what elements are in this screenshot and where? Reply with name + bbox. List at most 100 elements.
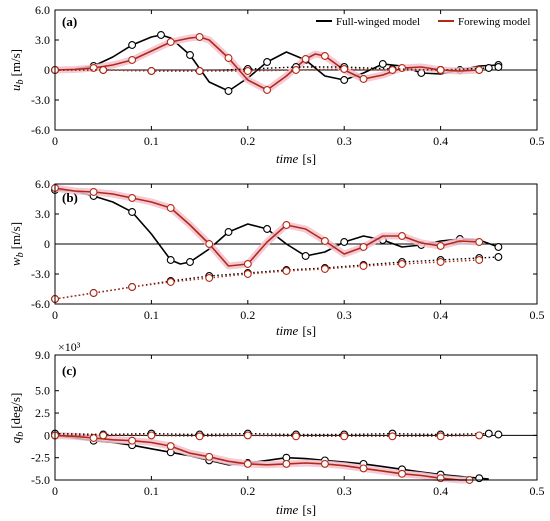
series-line-forewing-c <box>54 434 470 481</box>
data-point-full-winged-a <box>340 76 349 84</box>
data-point-reference-forewing-b <box>89 289 98 297</box>
series-line-reference-full-winged-b <box>54 256 499 300</box>
axes-frame-a <box>54 9 538 131</box>
y-tick-label-c: -2.5 <box>31 451 50 465</box>
data-point-forewing-c <box>89 434 98 442</box>
data-point-full-winged-a <box>157 31 165 39</box>
y-tick-label-c: 5.0 <box>35 384 50 398</box>
data-point-forewing-c <box>282 459 291 468</box>
y-tick-label-b: -3.0 <box>31 267 50 281</box>
x-axis-label-b: time [s] <box>276 323 316 338</box>
plot-area-c: 0 0.1 0.2 0.3 0.4 0.5 -5.0 -2.5 0 2.5 5.0 9.0 <box>31 348 545 498</box>
data-point-reference-forewing-a <box>475 66 484 74</box>
data-point-forewing-a <box>166 38 175 46</box>
data-point-forewing-b <box>359 243 368 251</box>
data-point-full-winged-b <box>128 208 137 216</box>
y-tick-label-b: -6.0 <box>31 297 50 311</box>
data-point-full-winged-a <box>224 87 233 95</box>
data-point-full-winged-a <box>186 51 194 59</box>
data-point-forewing-b <box>320 237 329 245</box>
x-tick-label-a: 0.4 <box>433 134 448 148</box>
data-point-reference-forewing-c <box>99 431 108 440</box>
x-tick-label-b: 0.1 <box>144 308 159 322</box>
data-point-forewing-a <box>359 75 368 83</box>
x-tick-label-c: 0.3 <box>337 484 352 498</box>
data-point-reference-full-winged-c <box>484 429 493 438</box>
data-point-reference-forewing-c <box>340 432 349 441</box>
x-tick-label-c: 0.2 <box>240 484 255 498</box>
series-line-reference-forewing-b <box>54 259 480 300</box>
data-point-full-winged-b <box>166 256 175 264</box>
data-point-full-winged-c <box>475 474 484 483</box>
panel-b: 0 0.1 0.2 0.3 0.4 0.5 -6.0 -3.0 0 3.0 6.0 (b) wb[m… <box>8 177 545 338</box>
data-point-reference-full-winged-a <box>484 64 493 72</box>
y-tick-label-c: 9.0 <box>35 348 50 362</box>
x-tick-label-b: 0 <box>52 308 58 322</box>
x-tick-label-c: 0.5 <box>530 484 545 498</box>
data-point-reference-forewing-a <box>388 66 397 74</box>
data-point-reference-forewing-c <box>388 432 397 441</box>
data-point-reference-forewing-b <box>320 265 329 273</box>
y-tick-label-a: 0 <box>44 63 50 77</box>
y-axis-label-c: qb[deg/s] <box>8 393 26 444</box>
data-point-reference-forewing-a <box>147 67 156 75</box>
data-point-forewing-b <box>243 260 252 268</box>
data-point-reference-forewing-c <box>292 432 300 441</box>
data-point-full-winged-b <box>224 228 233 236</box>
data-point-forewing-c <box>205 452 214 461</box>
series-line-reference-full-winged-c <box>54 432 499 436</box>
data-point-reference-forewing-a <box>436 66 445 74</box>
data-point-reference-forewing-b <box>243 270 252 278</box>
data-point-reference-forewing-c <box>436 432 445 441</box>
panel-label-b: (b) <box>62 190 78 205</box>
data-point-reference-forewing-b <box>475 256 484 264</box>
legend-fore-label: Forewing model <box>458 16 530 28</box>
data-point-reference-forewing-a <box>195 67 204 75</box>
data-point-reference-forewing-c <box>475 431 484 440</box>
panel-label-a: (a) <box>62 14 77 29</box>
x-tick-label-a: 0 <box>52 134 58 148</box>
x-tick-label-c: 0.4 <box>433 484 448 498</box>
data-point-reference-forewing-c <box>243 431 252 440</box>
data-point-reference-forewing-a <box>292 66 300 74</box>
x-tick-label-a: 0.2 <box>240 134 255 148</box>
x-tick-label-b: 0.3 <box>337 308 352 322</box>
data-point-reference-forewing-b <box>128 283 137 291</box>
data-point-reference-forewing-b <box>436 258 445 266</box>
data-point-forewing-b <box>128 194 137 202</box>
series-line-reference-forewing-a <box>55 68 480 72</box>
y-axis-label-a: ub[m/s] <box>8 49 26 91</box>
data-point-full-winged-a <box>128 41 137 49</box>
panel-label-c: (c) <box>62 363 76 378</box>
data-point-forewing-a <box>224 54 233 62</box>
y-tick-label-a: -3.0 <box>31 93 50 107</box>
data-point-reference-full-winged-c <box>494 430 503 439</box>
data-point-forewing-c <box>320 459 329 468</box>
y-tick-label-b: 3.0 <box>35 207 50 221</box>
data-point-forewing-c <box>243 459 252 468</box>
series-band-forewing-c <box>51 431 473 484</box>
data-point-reference-forewing-b <box>166 278 175 286</box>
x-tick-label-a: 0.1 <box>144 134 159 148</box>
data-point-forewing-c <box>128 436 137 445</box>
data-point-reference-forewing-c <box>195 432 204 441</box>
series-line-reference-forewing-c <box>55 434 480 437</box>
data-point-full-winged-a <box>263 58 272 66</box>
x-tick-label-a: 0.5 <box>530 134 545 148</box>
x-axis-label-c: time [s] <box>276 502 316 517</box>
data-point-reference-forewing-c <box>147 431 156 440</box>
y-tick-label-c: -5.0 <box>31 473 50 487</box>
y-tick-label-b: 6.0 <box>35 177 50 191</box>
scale-note-c: ×10³ <box>58 340 81 354</box>
data-point-reference-full-winged-b <box>494 253 503 261</box>
y-tick-label-c: 0 <box>44 428 50 442</box>
data-point-forewing-a <box>301 55 310 63</box>
y-tick-label-a: 3.0 <box>35 33 50 47</box>
data-point-full-winged-b <box>494 243 503 251</box>
data-point-reference-full-winged-a <box>494 63 503 71</box>
data-point-forewing-a <box>128 56 137 64</box>
panel-c: 0 0.1 0.2 0.3 0.4 0.5-5.0-2.502.55.09.0 ×10³ … <box>8 340 545 517</box>
x-tick-label-b: 0.2 <box>240 308 255 322</box>
x-axis-label-a: time [s] <box>276 151 316 166</box>
